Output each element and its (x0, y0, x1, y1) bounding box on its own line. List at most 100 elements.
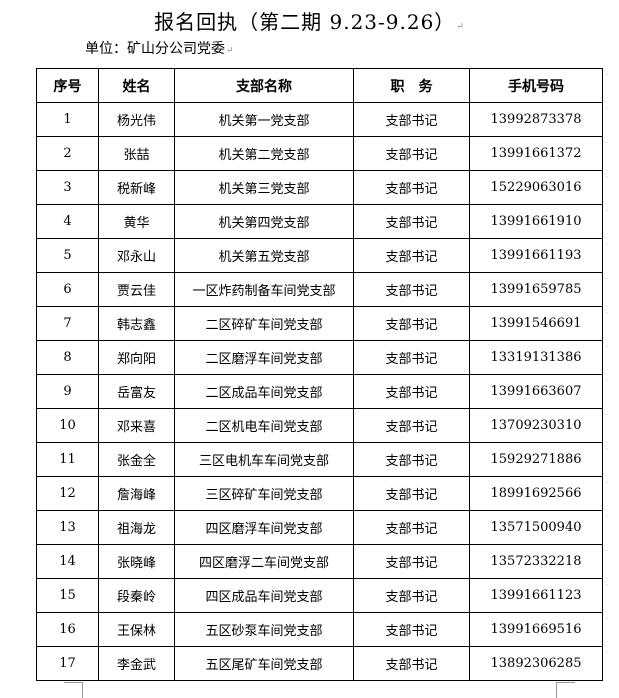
cell-name[interactable]: 王保林 (98, 612, 175, 647)
cell-name[interactable]: 段秦岭 (98, 578, 175, 613)
cell-position[interactable]: 支部书记 (353, 204, 470, 239)
cell-index[interactable]: 3 (36, 170, 99, 205)
cell-position[interactable]: 支部书记 (353, 646, 470, 681)
cell-name[interactable]: 张晓峰 (98, 544, 175, 579)
cell-index[interactable]: 2 (36, 136, 99, 171)
cell-name[interactable]: 郑向阳 (98, 340, 175, 375)
cell-position[interactable]: 支部书记 (353, 374, 470, 409)
table-row: 8 郑向阳 二区磨浮车间党支部 支部书记 13319131386 (36, 340, 603, 375)
cell-branch[interactable]: 四区磨浮二车间党支部 (174, 544, 354, 579)
cell-index[interactable]: 9 (36, 374, 99, 409)
cell-index[interactable]: 7 (36, 306, 99, 341)
cell-phone[interactable]: 13709230310 (469, 408, 603, 443)
row-end-mark: · (606, 514, 608, 521)
cell-phone[interactable]: 13572332218 (469, 544, 603, 579)
cell-index[interactable]: 17 (36, 646, 99, 681)
page-corner-mark (556, 682, 575, 698)
cell-name[interactable]: 邓永山 (98, 238, 175, 273)
cell-position[interactable]: 支部书记 (353, 510, 470, 545)
cell-branch[interactable]: 二区机电车间党支部 (174, 408, 354, 443)
cell-name[interactable]: 韩志鑫 (98, 306, 175, 341)
cell-index[interactable]: 4 (36, 204, 99, 239)
cell-name[interactable]: 邓来喜 (98, 408, 175, 443)
cell-branch[interactable]: 五区尾矿车间党支部 (174, 646, 354, 681)
cell-phone[interactable]: 13991661910 (469, 204, 603, 239)
cell-name[interactable]: 黄华 (98, 204, 175, 239)
cell-index[interactable]: 15 (36, 578, 99, 613)
cell-position[interactable]: 支部书记 (353, 476, 470, 511)
cell-name[interactable]: 税新峰 (98, 170, 175, 205)
cell-index[interactable]: 8 (36, 340, 99, 375)
cell-branch[interactable]: 机关第三党支部 (174, 170, 354, 205)
cell-phone[interactable]: 13991669516 (469, 612, 603, 647)
cell-index[interactable]: 10 (36, 408, 99, 443)
cell-phone[interactable]: 13991546691 (469, 306, 603, 341)
cell-branch[interactable]: 五区砂泵车间党支部 (174, 612, 354, 647)
cell-position[interactable]: 支部书记 (353, 272, 470, 307)
cell-branch[interactable]: 机关第五党支部 (174, 238, 354, 273)
cell-name[interactable]: 詹海峰 (98, 476, 175, 511)
table-row: 4 黄华 机关第四党支部 支部书记 13991661910 (36, 204, 603, 239)
cell-position[interactable]: 支部书记 (353, 408, 470, 443)
cell-name[interactable]: 贾云佳 (98, 272, 175, 307)
row-end-mark: · (606, 344, 608, 351)
cell-name[interactable]: 李金武 (98, 646, 175, 681)
cell-position[interactable]: 支部书记 (353, 612, 470, 647)
cell-position[interactable]: 支部书记 (353, 544, 470, 579)
cell-phone[interactable]: 13991661372 (469, 136, 603, 171)
cell-position[interactable]: 支部书记 (353, 102, 470, 137)
cell-branch[interactable]: 机关第二党支部 (174, 136, 354, 171)
row-end-mark: · (606, 140, 608, 147)
cell-phone[interactable]: 13571500940 (469, 510, 603, 545)
cell-branch[interactable]: 四区成品车间党支部 (174, 578, 354, 613)
cell-phone[interactable]: 15929271886 (469, 442, 603, 477)
cell-index[interactable]: 6 (36, 272, 99, 307)
cell-branch[interactable]: 四区磨浮车间党支部 (174, 510, 354, 545)
cell-position[interactable]: 支部书记 (353, 238, 470, 273)
cell-position[interactable]: 支部书记 (353, 442, 470, 477)
row-end-mark: · (606, 174, 608, 181)
cell-index[interactable]: 13 (36, 510, 99, 545)
cell-phone[interactable]: 13991661123 (469, 578, 603, 613)
cell-branch[interactable]: 三区碎矿车间党支部 (174, 476, 354, 511)
cell-phone[interactable]: 13991661193 (469, 238, 603, 273)
cell-name[interactable]: 杨光伟 (98, 102, 175, 137)
cell-index[interactable]: 14 (36, 544, 99, 579)
cell-phone[interactable]: 18991692566 (469, 476, 603, 511)
cell-position[interactable]: 支部书记 (353, 170, 470, 205)
cell-branch[interactable]: 二区成品车间党支部 (174, 374, 354, 409)
cell-branch[interactable]: 二区磨浮车间党支部 (174, 340, 354, 375)
cell-branch[interactable]: 一区炸药制备车间党支部 (174, 272, 354, 307)
cell-position[interactable]: 支部书记 (353, 136, 470, 171)
cell-phone[interactable]: 13991659785 (469, 272, 603, 307)
row-end-mark: · (606, 242, 608, 249)
cell-phone[interactable]: 13992873378 (469, 102, 603, 137)
cell-branch[interactable]: 机关第一党支部 (174, 102, 354, 137)
cell-phone[interactable]: 15229063016 (469, 170, 603, 205)
cell-position[interactable]: 支部书记 (353, 306, 470, 341)
cell-phone[interactable]: 13892306285 (469, 646, 603, 681)
cell-index[interactable]: 1 (36, 102, 99, 137)
cell-branch[interactable]: 二区碎矿车间党支部 (174, 306, 354, 341)
cell-index[interactable]: 5 (36, 238, 99, 273)
paragraph-mark-icon: ↵ (226, 46, 234, 56)
cell-index[interactable]: 12 (36, 476, 99, 511)
cell-branch[interactable]: 机关第四党支部 (174, 204, 354, 239)
table-row: 14 张晓峰 四区磨浮二车间党支部 支部书记 13572332218 (36, 544, 603, 579)
cell-phone[interactable]: 13991663607 (469, 374, 603, 409)
cell-phone[interactable]: 13319131386 (469, 340, 603, 375)
cell-position[interactable]: 支部书记 (353, 578, 470, 613)
cell-position[interactable]: 支部书记 (353, 340, 470, 375)
header-position: 职 务 (353, 68, 470, 103)
cell-name[interactable]: 张金全 (98, 442, 175, 477)
cell-name[interactable]: 岳富友 (98, 374, 175, 409)
table-header-row: 序号 姓名 支部名称职 务手机号码 (36, 68, 603, 103)
cell-index[interactable]: 16 (36, 612, 99, 647)
cell-name[interactable]: 祖海龙 (98, 510, 175, 545)
cell-index[interactable]: 11 (36, 442, 99, 477)
table-row: 9 岳富友 二区成品车间党支部 支部书记 13991663607 (36, 374, 603, 409)
table-row: 6 贾云佳 一区炸药制备车间党支部 支部书记 13991659785 (36, 272, 603, 307)
table-row: 5 邓永山 机关第五党支部 支部书记 13991661193 (36, 238, 603, 273)
cell-branch[interactable]: 三区电机车车间党支部 (174, 442, 354, 477)
cell-name[interactable]: 张喆 (98, 136, 175, 171)
